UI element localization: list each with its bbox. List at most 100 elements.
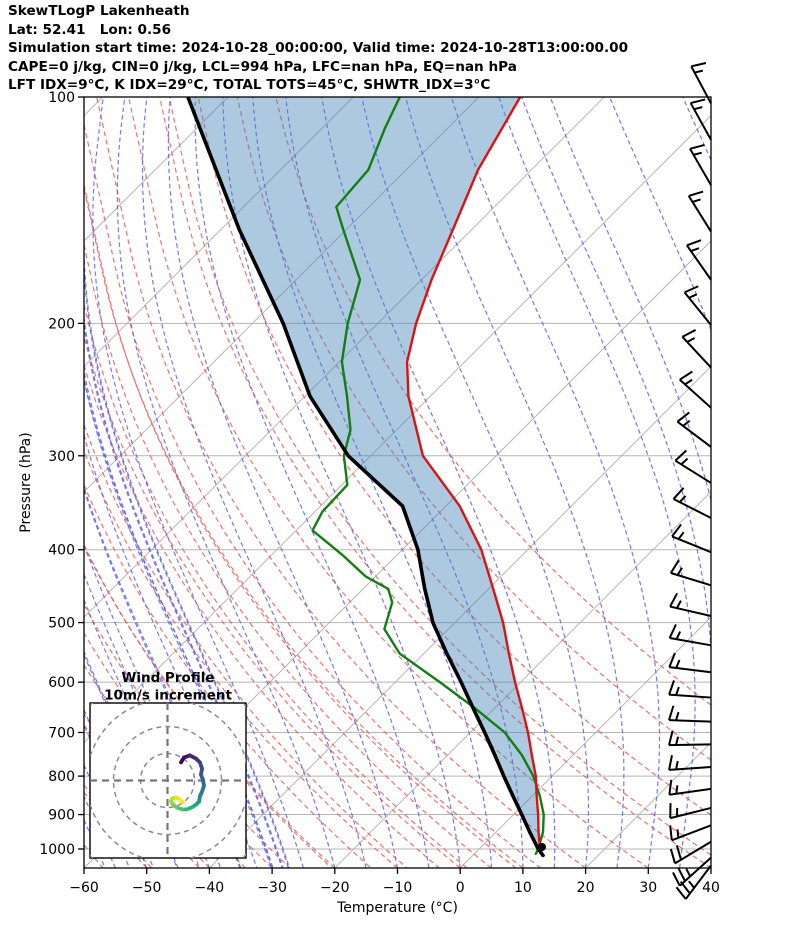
moist-adiabat	[222, 97, 461, 868]
barb-feather-half	[685, 868, 692, 877]
dry-adiabat	[84, 424, 408, 868]
dry-adiabat	[84, 124, 542, 868]
isotherm-line	[459, 616, 711, 868]
dry-adiabat	[84, 334, 461, 868]
barb-feather-full	[668, 730, 674, 746]
barb-staff	[669, 605, 712, 617]
wind-barb	[687, 190, 712, 233]
wind-barb	[676, 411, 712, 448]
moist-adiabat	[84, 105, 274, 868]
moist-adiabat	[194, 97, 430, 868]
moist-adiabat	[710, 862, 711, 868]
pressure-tick-label: 800	[48, 769, 75, 785]
isotherm-line	[84, 97, 480, 493]
moist-adiabat	[84, 489, 241, 868]
barb-feather-full	[669, 825, 673, 841]
dry-adiabat	[127, 97, 649, 868]
wind-barb	[672, 856, 712, 887]
barb-feather-half	[679, 495, 687, 503]
y-axis-label: Pressure (hPa)	[18, 432, 34, 532]
temperature-tick-label: 20	[577, 880, 595, 896]
latlon-line: Lat: 52.41 Lon: 0.56	[8, 21, 172, 38]
moist-adiabat	[252, 97, 493, 868]
wind-barb	[669, 592, 712, 617]
barb-feather-full	[672, 871, 681, 887]
wind-barb	[681, 328, 712, 369]
wind-barb	[668, 730, 712, 747]
moist-adiabat-lines	[84, 97, 711, 868]
hodograph-ring	[112, 725, 223, 836]
wind-barb	[675, 864, 712, 900]
wind-barb	[689, 143, 712, 186]
wind-barb	[669, 824, 712, 842]
wind-barb	[669, 559, 712, 587]
isotherm-line	[209, 365, 711, 868]
moist-adiabat	[321, 97, 556, 868]
isotherm-line	[710, 867, 711, 868]
pressure-tick-label: 300	[48, 449, 75, 465]
barb-staff	[676, 420, 712, 448]
barb-feather-half	[675, 785, 679, 794]
moist-adiabat	[361, 97, 589, 868]
barb-feather-half	[676, 600, 682, 609]
barb-feather-half	[682, 419, 691, 427]
simulation-line: Simulation start time: 2024-10-28_00:00:…	[8, 40, 629, 57]
barb-feather-full	[675, 845, 682, 861]
cape-line: CAPE=0 j/kg, CIN=0 j/kg, LCL=994 hPa, LF…	[8, 58, 517, 75]
wind-barb	[668, 755, 712, 771]
moist-adiabat	[405, 97, 625, 868]
barb-staff	[669, 666, 712, 674]
barb-staff	[687, 195, 712, 233]
barb-feather-full	[669, 559, 680, 574]
temperature-tick-label: −50	[132, 880, 162, 896]
barb-feather-half	[676, 829, 680, 838]
wind-barb	[668, 680, 712, 699]
pressure-tick-label: 400	[48, 543, 75, 559]
isotherm-line	[84, 97, 354, 368]
barb-feather-half	[693, 151, 702, 156]
pressure-tick-label: 500	[48, 616, 75, 632]
wind-barb	[674, 449, 712, 484]
barb-feather-half	[688, 880, 695, 889]
barb-staff	[668, 719, 712, 723]
pressure-tick-labels: 100 200 300 400 500 600 700 800 900 1000	[39, 90, 84, 858]
pressure-tick-label: 1000	[39, 842, 75, 858]
profile-curves	[186, 97, 547, 858]
barb-feather-full	[668, 779, 673, 795]
isotherm-line	[84, 97, 605, 618]
temperature-tick-label: 30	[639, 880, 657, 896]
wind-barbs	[668, 62, 712, 900]
temperature-curve	[405, 97, 544, 855]
wind-barb	[679, 370, 712, 409]
barb-feather-half	[675, 686, 680, 696]
isotherm-line	[84, 97, 103, 117]
temperature-tick-label: −30	[257, 880, 287, 896]
temperature-tick-label: −20	[320, 880, 350, 896]
temperature-tick-label: −10	[383, 880, 413, 896]
isotherm-line	[84, 97, 229, 242]
barb-feather-full	[676, 411, 690, 423]
moist-adiabat	[450, 97, 661, 868]
barb-feather-full	[669, 848, 676, 864]
barb-feather-half	[692, 198, 701, 203]
dry-adiabat	[84, 184, 517, 868]
moist-adiabat	[141, 97, 367, 868]
barb-staff	[669, 693, 712, 699]
barb-feather-half	[675, 736, 680, 746]
isotherm-line	[585, 741, 711, 868]
pressure-tick-label: 700	[48, 725, 75, 741]
barb-feather-half	[686, 337, 696, 343]
wind-barb	[672, 487, 712, 519]
pressure-tick-label: 600	[48, 675, 75, 691]
barb-staff	[686, 244, 712, 281]
barb-staff	[669, 637, 712, 647]
moist-adiabat	[549, 97, 711, 501]
dry-adiabat	[197, 97, 711, 816]
barb-staff	[674, 459, 712, 484]
barb-feather-full	[689, 143, 705, 150]
barb-feather-full	[681, 328, 697, 338]
dry-adiabat	[159, 97, 711, 868]
wind-barb	[669, 803, 712, 820]
moist-adiabat	[498, 97, 696, 868]
barb-feather-half	[675, 659, 681, 669]
